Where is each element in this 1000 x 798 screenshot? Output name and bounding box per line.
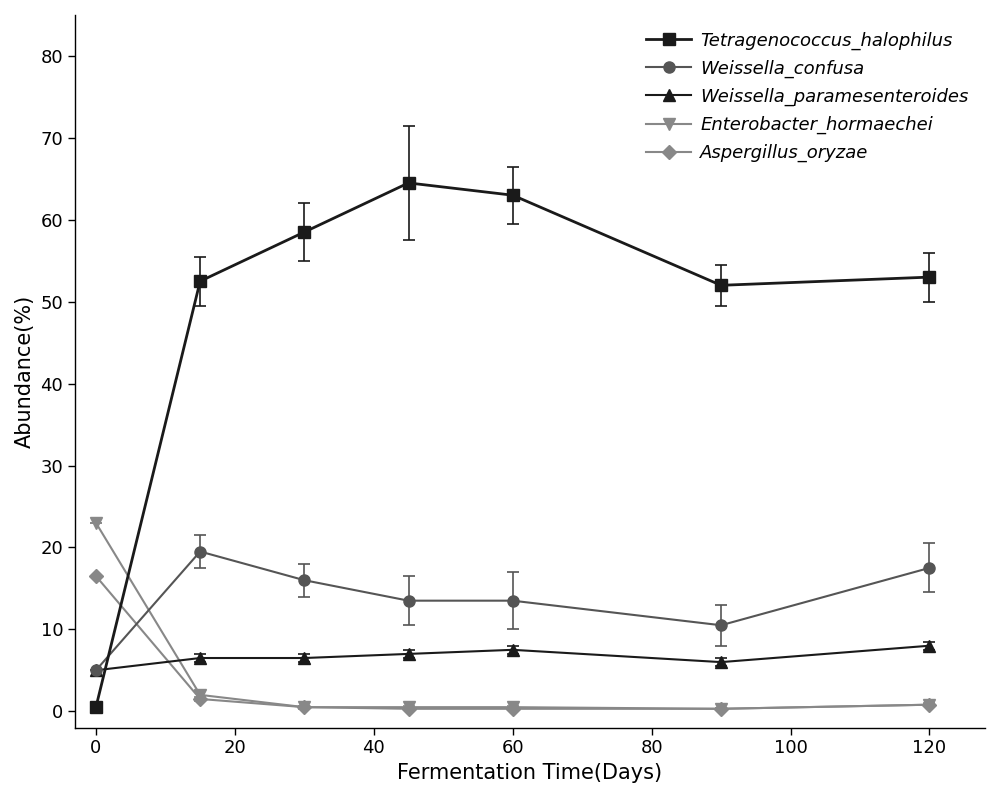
- Legend: Tetragenococcus_halophilus, Weissella_confusa, Weissella_paramesenteroides, Ente: Tetragenococcus_halophilus, Weissella_co…: [639, 24, 976, 169]
- Y-axis label: Abundance(%): Abundance(%): [15, 294, 35, 448]
- X-axis label: Fermentation Time(Days): Fermentation Time(Days): [397, 763, 663, 783]
